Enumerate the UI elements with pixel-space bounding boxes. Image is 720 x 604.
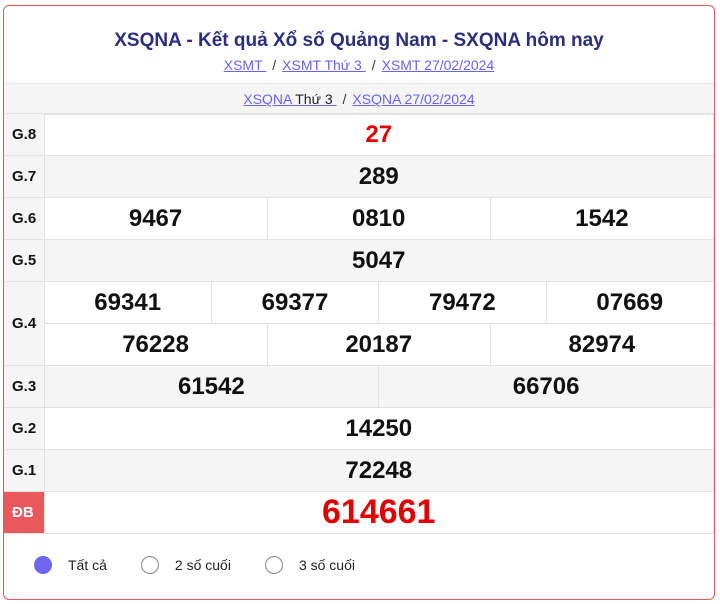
prize-number: 69377 xyxy=(210,281,380,324)
digit-filter: Tất cả 2 số cuối 3 số cuối xyxy=(34,556,389,574)
radio-label: 2 số cuối xyxy=(174,557,231,573)
prize-number: 61542 xyxy=(43,365,380,408)
special-prize-number: 614661 xyxy=(43,491,714,534)
prize-label: G.5 xyxy=(4,239,45,282)
row-g3: G.3 61542 66706 xyxy=(4,365,714,408)
prize-number: 69341 xyxy=(43,281,212,324)
separator: / xyxy=(272,57,277,73)
prize-number: 76228 xyxy=(43,323,268,366)
radio-icon[interactable] xyxy=(140,556,159,574)
prize-number: 07669 xyxy=(545,281,714,324)
prize-label: G.8 xyxy=(4,113,45,156)
prize-number: 27 xyxy=(43,113,714,156)
prize-label: G.7 xyxy=(4,155,45,198)
separator: / xyxy=(342,91,347,107)
breadcrumb-xsmt[interactable]: XSMT xyxy=(223,57,267,73)
prize-number: 72248 xyxy=(43,449,714,492)
radio-label: Tất cả xyxy=(68,557,107,573)
prize-number: 82974 xyxy=(489,323,714,366)
row-g1: G.1 72248 xyxy=(4,449,714,492)
link-text: XSQNA xyxy=(243,91,292,107)
prize-number: 20187 xyxy=(266,323,491,366)
radio-selected-icon[interactable] xyxy=(34,556,52,574)
prize-number: 0810 xyxy=(266,197,491,240)
row-g4: G.4 69341 69377 79472 07669 xyxy=(4,281,714,366)
breadcrumb-xsmt-date[interactable]: XSMT 27/02/2024 xyxy=(381,57,495,73)
radio-label: 3 số cuối xyxy=(298,557,355,573)
prize-number: 9467 xyxy=(43,197,268,240)
filter-last-2[interactable]: 2 số cuối xyxy=(140,556,231,574)
page-title: XSQNA - Kết quả Xổ số Quảng Nam - SXQNA … xyxy=(114,30,604,51)
prize-number: 79472 xyxy=(378,281,547,324)
prize-label: G.4 xyxy=(4,281,45,366)
radio-icon[interactable] xyxy=(264,556,283,574)
results-card: XSQNA - Kết quả Xổ số Quảng Nam - SXQNA … xyxy=(3,5,715,600)
row-g2: G.2 14250 xyxy=(4,407,714,450)
prize-label: G.1 xyxy=(4,449,45,492)
breadcrumb: XSMT / XSMT Thứ 3 / XSMT 27/02/2024 xyxy=(4,57,714,73)
prize-number: 5047 xyxy=(43,239,714,282)
row-g6: G.6 9467 0810 1542 xyxy=(4,197,714,240)
link-xsqna-date[interactable]: XSQNA 27/02/2024 xyxy=(352,91,475,107)
prize-number: 1542 xyxy=(489,197,714,240)
prize-number: 289 xyxy=(43,155,714,198)
prize-label: G.2 xyxy=(4,407,45,450)
row-g5: G.5 5047 xyxy=(4,239,714,282)
row-g8: G.8 27 xyxy=(4,113,714,156)
link-suffix: Thứ 3 xyxy=(291,91,337,107)
row-g7: G.7 289 xyxy=(4,155,714,198)
results-table: G.8 27 G.7 289 G.6 9467 0810 1542 G.5 5047 G.4… xyxy=(4,113,714,534)
separator: / xyxy=(371,57,376,73)
breadcrumb-xsmt-thu3[interactable]: XSMT Thứ 3 xyxy=(282,57,366,73)
prize-label: G.3 xyxy=(4,365,45,408)
sub-breadcrumb: XSQNA Thứ 3 / XSQNA 27/02/2024 xyxy=(4,83,714,115)
filter-all[interactable]: Tất cả xyxy=(34,556,107,574)
row-g4b: 76228 20187 82974 xyxy=(4,323,714,366)
link-xsqna-thu3[interactable]: XSQNA Thứ 3 xyxy=(243,91,336,107)
prize-number: 14250 xyxy=(43,407,714,450)
prize-number: 66706 xyxy=(378,365,714,408)
special-prize-label: ĐB xyxy=(4,491,45,534)
prize-label: G.6 xyxy=(4,197,45,240)
row-db: ĐB 614661 xyxy=(4,491,714,534)
filter-last-3[interactable]: 3 số cuối xyxy=(264,556,355,574)
